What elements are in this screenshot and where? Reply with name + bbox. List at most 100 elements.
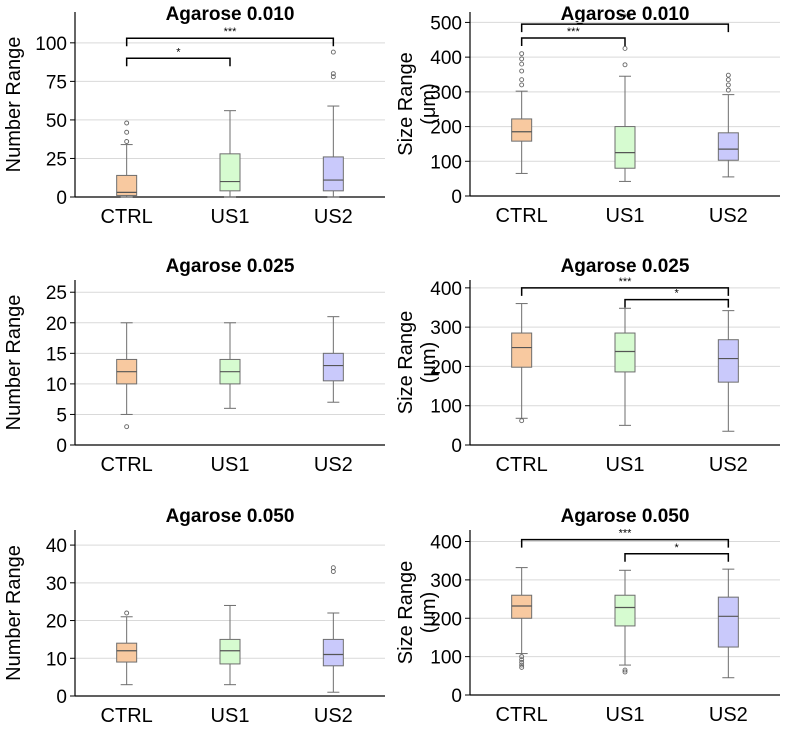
outlier-point xyxy=(124,610,130,616)
box-iqr xyxy=(322,638,344,667)
bracket-line xyxy=(520,538,730,548)
bracket-line xyxy=(624,298,730,308)
outlier-point xyxy=(124,129,130,135)
box-iqr xyxy=(717,132,739,161)
significance-bracket: *** xyxy=(520,528,730,548)
y-tick-label: 0 xyxy=(451,436,462,457)
box-us1 xyxy=(614,569,636,675)
outlier-point xyxy=(124,120,130,126)
chart-panel-3: Agarose 0.025 0 5 10 15 20 25 Number Range CTRL U… xyxy=(3,256,385,476)
outlier-point xyxy=(622,46,628,51)
box-ctrl xyxy=(116,322,138,430)
y-tick-label: 300 xyxy=(430,83,462,104)
significance-bracket: *** xyxy=(520,12,730,33)
outlier-point xyxy=(725,82,731,88)
y-tick-label: 30 xyxy=(46,574,67,595)
chart-panel-6: Agarose 0.050 0 100 200 300 400 Size Range (μm)… xyxy=(395,506,780,726)
outlier-point xyxy=(519,662,525,668)
outlier-point xyxy=(330,565,336,571)
box-us1 xyxy=(219,322,241,409)
outlier-point xyxy=(519,61,525,67)
box-iqr xyxy=(322,156,344,192)
chart-title: Agarose 0.010 xyxy=(166,4,295,25)
outlier-point xyxy=(725,72,731,78)
box-iqr xyxy=(116,174,138,196)
y-tick-label: 100 xyxy=(430,397,462,418)
y-tick-label: 15 xyxy=(46,344,67,365)
x-tick-label: CTRL xyxy=(496,454,548,476)
y-tick-label: 50 xyxy=(46,111,67,132)
outlier-point xyxy=(124,424,130,430)
x-tick-label: US1 xyxy=(211,705,250,724)
outlier-point xyxy=(330,49,336,55)
outlier-point xyxy=(519,659,525,665)
outlier-point xyxy=(519,418,525,424)
chart-title: Agarose 0.025 xyxy=(166,256,295,277)
outlier-point xyxy=(519,68,525,74)
outlier-point xyxy=(519,654,525,660)
y-axis-label: Number Range xyxy=(3,37,25,173)
y-tick-label: 20 xyxy=(46,314,67,335)
significance-bracket: *** xyxy=(520,276,730,296)
x-tick-label: US2 xyxy=(709,205,748,227)
y-tick-label: 200 xyxy=(430,357,462,378)
outlier-point xyxy=(124,139,130,144)
outlier-point xyxy=(519,664,525,670)
chart-title: Agarose 0.050 xyxy=(166,506,295,527)
y-tick-label: 400 xyxy=(430,279,462,300)
outlier-point xyxy=(725,87,731,93)
y-axis-label: Size Range xyxy=(395,311,417,414)
box-iqr xyxy=(614,594,636,627)
outlier-point xyxy=(330,74,336,80)
x-tick-label: US2 xyxy=(314,705,353,724)
box-iqr xyxy=(322,352,344,382)
x-tick-label: US2 xyxy=(709,704,748,724)
bracket-line xyxy=(125,57,231,67)
significance-label: * xyxy=(176,46,181,58)
bracket-line xyxy=(125,37,335,47)
y-tick-label: 300 xyxy=(430,318,462,339)
bracket-line xyxy=(520,23,730,33)
y-axis-label: Number Range xyxy=(3,295,25,431)
y-tick-label: 100 xyxy=(430,648,462,669)
y-tick-label: 100 xyxy=(430,152,462,173)
y-tick-label: 300 xyxy=(430,571,462,592)
y-axis-unit: (μm) xyxy=(418,592,440,634)
x-tick-label: US2 xyxy=(709,454,748,476)
y-tick-label: 40 xyxy=(46,536,67,557)
y-tick-label: 10 xyxy=(46,375,67,396)
y-tick-label: 5 xyxy=(56,405,67,426)
box-us2 xyxy=(322,565,344,693)
significance-label: *** xyxy=(224,26,238,38)
significance-bracket: * xyxy=(624,542,730,562)
y-tick-label: 400 xyxy=(430,533,462,554)
box-ctrl xyxy=(511,303,533,424)
significance-label: *** xyxy=(619,528,633,540)
x-tick-label: CTRL xyxy=(101,705,153,724)
bracket-line xyxy=(624,553,730,562)
chart-panel-2: Agarose 0.010 0 100 200 300 400 500 Size Range(… xyxy=(395,4,780,227)
significance-label: *** xyxy=(567,26,581,38)
box-iqr xyxy=(614,332,636,373)
box-us2 xyxy=(717,310,739,432)
outlier-point xyxy=(330,71,336,77)
significance-label: * xyxy=(675,542,680,554)
y-axis-unit: (μm) xyxy=(418,342,440,384)
box-iqr xyxy=(717,339,739,383)
outlier-point xyxy=(622,62,628,68)
box-iqr xyxy=(511,594,533,619)
significance-label: *** xyxy=(619,12,633,24)
y-tick-label: 25 xyxy=(46,283,67,304)
box-iqr xyxy=(511,332,533,368)
box-us2 xyxy=(717,72,739,178)
significance-label: *** xyxy=(619,276,633,288)
outlier-point xyxy=(519,56,525,62)
y-tick-label: 0 xyxy=(451,686,462,707)
x-tick-label: CTRL xyxy=(101,454,153,476)
box-iqr xyxy=(614,126,636,169)
box-iqr xyxy=(717,596,739,648)
y-axis-label: Size Range xyxy=(395,561,417,664)
box-iqr xyxy=(219,638,241,665)
y-axis-label: Size Range xyxy=(395,52,417,155)
